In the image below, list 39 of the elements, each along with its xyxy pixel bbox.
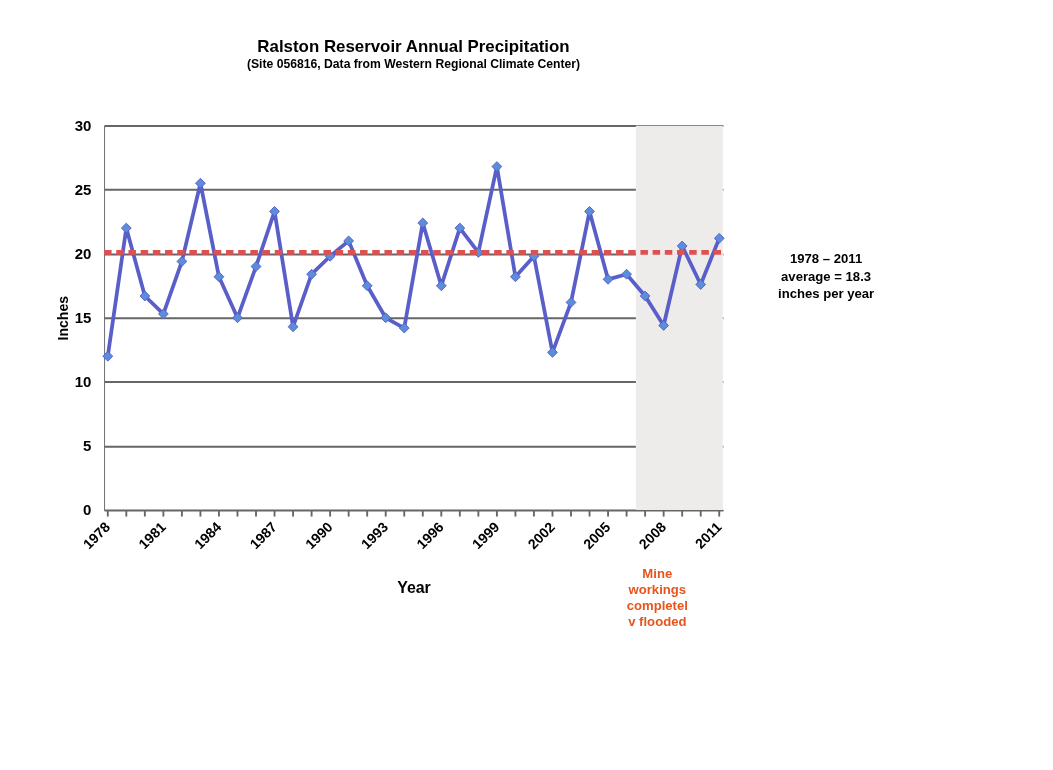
point <box>361 280 373 292</box>
point <box>213 271 225 283</box>
point <box>621 268 632 280</box>
point <box>120 222 132 234</box>
text: Mine workings completel v flooded <box>626 566 688 630</box>
point <box>306 268 317 280</box>
y-tick-label: 30 <box>74 116 92 134</box>
y-tick-label: 0 <box>83 501 92 519</box>
point <box>398 322 410 334</box>
point <box>232 312 243 324</box>
point <box>510 271 521 283</box>
point <box>176 256 188 267</box>
y-tick-label: 5 <box>83 437 92 455</box>
point <box>343 235 355 247</box>
x-axis-title: Year <box>397 578 431 596</box>
point <box>639 290 651 302</box>
point <box>250 261 262 272</box>
y-tick-label: 15 <box>74 308 92 326</box>
y-tick-label: 10 <box>74 373 92 391</box>
point <box>157 308 169 320</box>
point <box>269 206 280 217</box>
y-axis-title: Inches <box>55 295 72 341</box>
point <box>584 206 595 217</box>
point <box>139 290 151 302</box>
point <box>491 161 503 172</box>
point <box>695 279 707 290</box>
text: 1978 – 2011 average = 18.3 inches per year <box>777 250 875 302</box>
point <box>565 297 577 308</box>
point <box>713 232 725 244</box>
y-tick-label: 25 <box>74 180 92 198</box>
y-tick-label: 20 <box>74 244 92 262</box>
point <box>287 321 299 333</box>
point <box>435 280 447 292</box>
chart-title: Ralston Reservoir Annual Precipitation <box>257 37 570 57</box>
point <box>195 177 206 189</box>
point <box>658 320 670 331</box>
point <box>380 312 392 324</box>
point <box>602 273 614 285</box>
chart-subtitle: (Site 056816, Data from Western Regional Climate Center) <box>246 57 581 72</box>
